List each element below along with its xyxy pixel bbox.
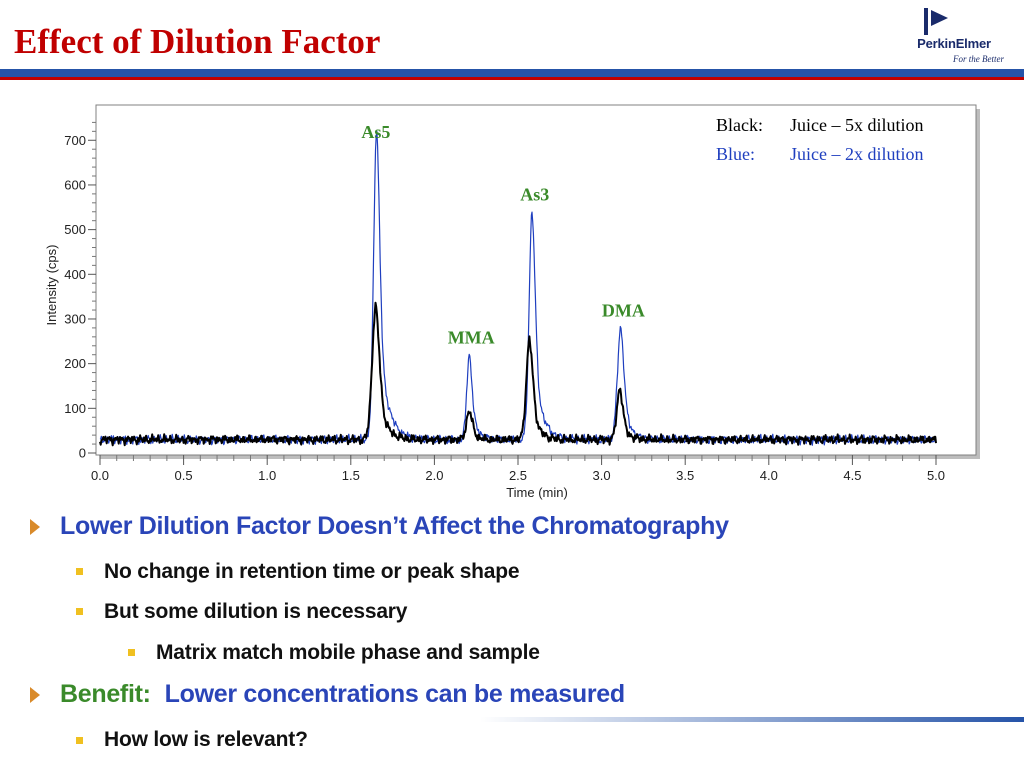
x-axis-label: Time (min) <box>506 485 568 500</box>
logo-mark-icon <box>924 8 948 35</box>
x-tick-label: 5.0 <box>927 468 945 483</box>
title-divider-blue <box>0 69 1024 77</box>
peak-label: DMA <box>602 301 645 321</box>
footer-divider <box>480 717 1024 722</box>
y-axis-label: Intensity (cps) <box>44 245 59 326</box>
y-tick-label: 100 <box>64 401 86 416</box>
logo-wordmark: PerkinElmer <box>917 36 991 51</box>
bullet-square-icon <box>76 608 83 615</box>
x-tick-label: 1.5 <box>342 468 360 483</box>
logo-tagline: For the Better <box>953 54 1004 64</box>
y-tick-label: 700 <box>64 133 86 148</box>
peak-label: As5 <box>361 122 390 142</box>
x-tick-label: 2.0 <box>425 468 443 483</box>
x-tick-label: 4.0 <box>760 468 778 483</box>
bullet-level2: How low is relevant? <box>104 728 308 751</box>
chart-legend: Black: Juice – 5x dilution Blue: Juice – 2x… <box>716 115 924 164</box>
legend-label: Juice – 2x dilution <box>790 144 924 164</box>
bullet-arrow-icon <box>30 519 40 535</box>
bullet-square-icon <box>76 737 83 744</box>
x-tick-label: 3.0 <box>593 468 611 483</box>
x-tick-label: 0.0 <box>91 468 109 483</box>
bullet-label: Benefit: <box>60 680 151 708</box>
series-line-0 <box>99 301 937 447</box>
y-tick-label: 300 <box>64 311 86 326</box>
bullet-level1: Lower Dilution Factor Doesn’t Affect the… <box>60 512 729 541</box>
peak-label: As3 <box>520 185 549 205</box>
bullet-square-icon <box>128 649 135 656</box>
plot-area <box>95 104 977 456</box>
company-logo: PerkinElmer For the Better <box>898 6 1010 64</box>
x-tick-label: 2.5 <box>509 468 527 483</box>
chromatogram-chart: 0.0 0.5 1.0 1.5 2.0 2.5 3.0 3.5 4.0 4.5 5.0 0 100 200… <box>44 104 980 500</box>
x-tick-label: 1.0 <box>258 468 276 483</box>
legend-key: Black: <box>716 115 763 135</box>
legend-key: Blue: <box>716 144 755 164</box>
bullet-arrow-icon <box>30 687 40 703</box>
legend-label: Juice – 5x dilution <box>790 115 924 135</box>
bullet-level2: But some dilution is necessary <box>104 600 408 623</box>
bullet-text: Lower Dilution Factor Doesn’t Affect the… <box>60 512 729 540</box>
y-tick-label: 500 <box>64 222 86 237</box>
y-tick-label: 400 <box>64 267 86 282</box>
x-tick-label: 3.5 <box>676 468 694 483</box>
peak-label: MMA <box>448 328 495 348</box>
bullet-level3: Matrix match mobile phase and sample <box>156 641 540 664</box>
bullet-square-icon <box>76 568 83 575</box>
bullet-level2: No change in retention time or peak shap… <box>104 560 520 583</box>
x-tick-label: 0.5 <box>175 468 193 483</box>
title-divider-red <box>0 77 1024 80</box>
slide-title: Effect of Dilution Factor <box>14 22 381 61</box>
x-tick-label: 4.5 <box>843 468 861 483</box>
y-tick-label: 200 <box>64 356 86 371</box>
y-tick-label: 0 <box>79 446 86 461</box>
bullet-level1: Benefit: Lower concentrations can be meas… <box>60 680 625 709</box>
y-tick-label: 600 <box>64 177 86 192</box>
bullet-text: Lower concentrations can be measured <box>164 680 625 708</box>
